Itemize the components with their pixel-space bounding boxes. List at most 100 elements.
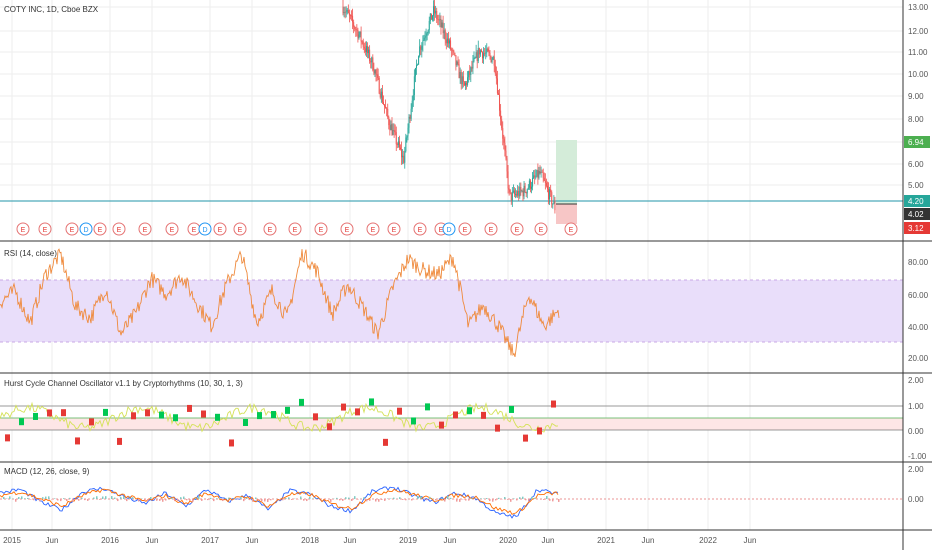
- macd-histogram-bar: [531, 496, 533, 499]
- price-tag[interactable]: 3.12: [904, 222, 930, 234]
- earnings-event-marker[interactable]: D: [198, 222, 212, 236]
- take-profit-zone[interactable]: [556, 140, 577, 204]
- price-tag[interactable]: 4.20: [904, 195, 930, 207]
- candle-body: [526, 189, 528, 194]
- hurst-signal-marker: [439, 421, 444, 429]
- earnings-event-marker[interactable]: E: [112, 222, 126, 236]
- candle-body: [536, 169, 538, 177]
- macd-lines: [0, 486, 560, 519]
- earnings-event-marker[interactable]: E: [165, 222, 179, 236]
- macd-histogram-bar: [63, 498, 65, 499]
- hurst-signal-marker: [19, 418, 24, 426]
- macd-histogram-bar: [420, 496, 422, 499]
- earnings-event-marker[interactable]: E: [564, 222, 578, 236]
- price-axis[interactable]: 13.0012.0011.0010.009.008.007.006.005.00…: [904, 3, 930, 504]
- macd-histogram-bar: [312, 498, 314, 499]
- time-axis-label: Jun: [744, 536, 757, 545]
- hurst-signal-marker: [411, 417, 416, 425]
- macd-histogram-bar: [222, 499, 224, 502]
- earnings-event-marker[interactable]: E: [387, 222, 401, 236]
- candle-body: [421, 45, 423, 50]
- price-tag-label: 4.02: [908, 210, 924, 219]
- hurst-signal-marker: [47, 409, 52, 417]
- candle-body: [524, 185, 526, 193]
- candle-body: [550, 189, 552, 193]
- hurst-signal-marker: [89, 418, 94, 426]
- macd-histogram-bar: [21, 496, 23, 499]
- candle-body: [422, 40, 424, 46]
- macd-histogram-bar: [306, 499, 308, 502]
- hurst-axis-tick: 0.00: [908, 427, 924, 436]
- candle-body: [342, 6, 344, 14]
- earnings-event-marker[interactable]: E: [38, 222, 52, 236]
- earnings-event-marker[interactable]: E: [534, 222, 548, 236]
- candle-body: [372, 57, 374, 71]
- candle-body: [347, 9, 349, 14]
- macd-histogram-bar: [309, 496, 311, 499]
- macd-histogram-bar: [339, 499, 341, 501]
- candle-body: [471, 67, 473, 69]
- candle-body: [484, 53, 486, 55]
- candle-body: [503, 138, 505, 143]
- earnings-event-marker[interactable]: E: [263, 222, 277, 236]
- macd-histogram-bar: [447, 496, 449, 499]
- hurst-signal-marker: [159, 411, 164, 419]
- candle-body: [427, 29, 429, 34]
- earnings-event-marker[interactable]: E: [93, 222, 107, 236]
- candle-body: [483, 53, 485, 59]
- candle-body: [357, 29, 359, 39]
- earnings-event-marker[interactable]: E: [213, 222, 227, 236]
- candle-body: [470, 67, 472, 75]
- earnings-event-marker[interactable]: E: [484, 222, 498, 236]
- earnings-event-marker[interactable]: E: [413, 222, 427, 236]
- macd-histogram-bar: [234, 498, 236, 499]
- macd-histogram-bar: [549, 499, 551, 501]
- hurst-signal-marker: [33, 412, 38, 420]
- candle-body: [508, 188, 510, 190]
- earnings-event-marker[interactable]: D: [442, 222, 456, 236]
- candle-body: [457, 61, 459, 65]
- candle-body: [520, 186, 522, 191]
- time-axis-label: 2020: [499, 536, 517, 545]
- candle-body: [529, 180, 531, 189]
- earnings-event-marker[interactable]: E: [138, 222, 152, 236]
- earnings-event-marker[interactable]: E: [16, 222, 30, 236]
- earnings-event-marker[interactable]: E: [340, 222, 354, 236]
- earnings-event-marker[interactable]: E: [366, 222, 380, 236]
- stop-loss-zone[interactable]: [556, 204, 577, 224]
- candle-body: [365, 46, 367, 53]
- earnings-event-marker[interactable]: E: [288, 222, 302, 236]
- time-axis-label: 2016: [101, 536, 119, 545]
- macd-histogram-bar: [480, 498, 482, 499]
- macd-histogram-bar: [351, 499, 353, 501]
- time-axis[interactable]: 2015 Jun 2016 Jun 2017 Jun 2018 Jun 2019 Jun 2020 J…: [3, 536, 756, 545]
- time-axis-label: 2021: [597, 536, 615, 545]
- earnings-event-marker[interactable]: E: [458, 222, 472, 236]
- macd-histogram-bar: [18, 497, 20, 499]
- candle-body: [521, 190, 523, 192]
- candle-body: [389, 125, 391, 131]
- earnings-event-marker[interactable]: E: [314, 222, 328, 236]
- macd-histogram-bar: [522, 496, 524, 499]
- event-circle: [38, 222, 52, 236]
- candle-body: [493, 56, 495, 66]
- earnings-event-marker[interactable]: E: [187, 222, 201, 236]
- price-tag[interactable]: 4.02: [904, 208, 930, 220]
- earnings-event-marker[interactable]: D: [79, 222, 93, 236]
- macd-histogram-bar: [417, 496, 419, 499]
- hurst-signal-marker: [145, 409, 150, 417]
- earnings-event-marker[interactable]: E: [510, 222, 524, 236]
- macd-histogram-bar: [207, 499, 209, 501]
- price-tag-bg: [904, 136, 930, 148]
- earnings-event-marker[interactable]: E: [233, 222, 247, 236]
- candle-body: [513, 190, 515, 195]
- macd-histogram-bar: [162, 499, 164, 502]
- candle-body: [363, 46, 365, 49]
- earnings-event-marker[interactable]: E: [65, 222, 79, 236]
- macd-histogram-bar: [552, 499, 554, 502]
- macd-histogram-bar: [15, 499, 17, 502]
- price-tag[interactable]: 6.94: [904, 136, 930, 148]
